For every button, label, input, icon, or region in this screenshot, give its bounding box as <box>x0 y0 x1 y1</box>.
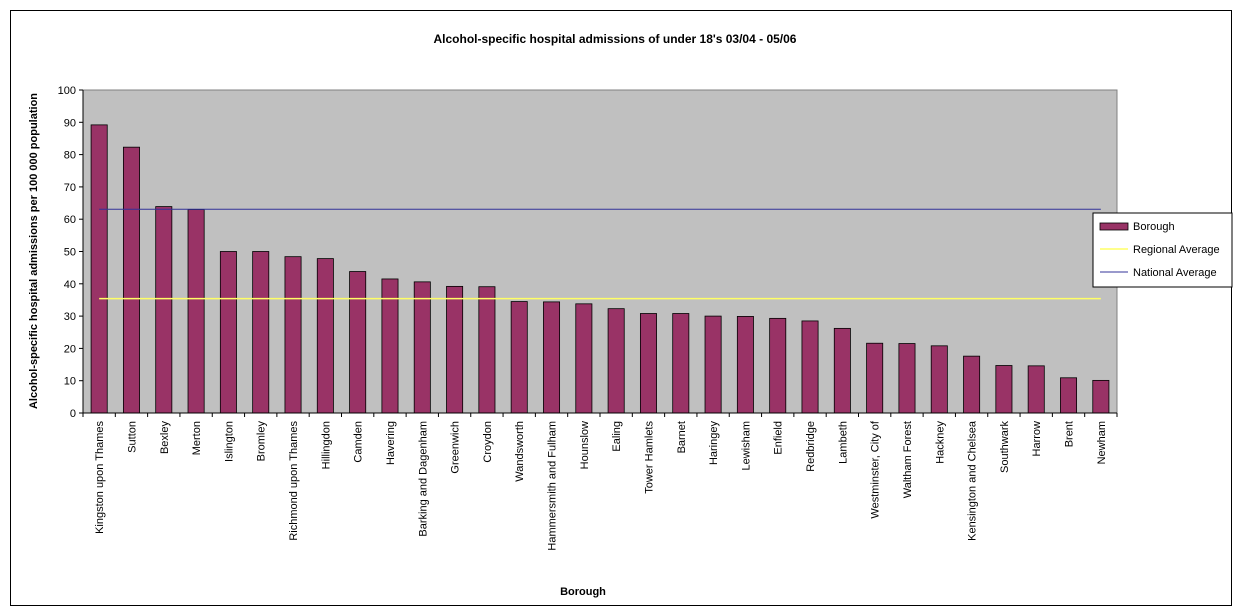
bar-bexley <box>155 206 173 414</box>
x-tick-label: Newham <box>1096 421 1108 464</box>
x-axis-label: Borough <box>560 586 606 598</box>
y-tick-label: 40 <box>64 279 76 291</box>
bar-redbridge <box>801 320 819 414</box>
x-tick-label: Enfield <box>773 421 785 455</box>
bar-richmond-upon-thames <box>284 256 302 414</box>
legend-swatch-borough <box>1099 222 1129 231</box>
bar-lewisham <box>736 316 754 414</box>
bar-tower-hamlets <box>639 313 657 414</box>
bar-haringey <box>704 315 722 414</box>
bar-southwark <box>995 365 1013 414</box>
x-tick-label: Westminster, City of <box>870 420 882 519</box>
x-tick-label: Hillingdon <box>320 421 332 469</box>
bar-lambeth <box>833 327 851 414</box>
bar-brent <box>1060 377 1078 414</box>
bar-enfield <box>769 317 787 414</box>
x-tick-label: Hammersmith and Fulham <box>547 421 559 551</box>
y-axis: 0 10 20 30 40 50 60 70 80 90 100 <box>58 85 84 420</box>
bar-hillingdon <box>316 258 334 414</box>
bar-hounslow <box>575 303 593 414</box>
plot-area <box>82 89 1118 414</box>
x-tick-label: Croydon <box>482 421 494 463</box>
y-tick-label: 10 <box>64 376 76 388</box>
y-tick-label: 30 <box>64 311 76 323</box>
y-tick-label: 20 <box>64 343 76 355</box>
x-tick-label: Southwark <box>999 421 1011 473</box>
x-tick-label: Camden <box>353 421 365 463</box>
legend-label-national-average: National Average <box>1133 267 1217 279</box>
x-tick-label: Greenwich <box>450 421 462 474</box>
chart-title: Alcohol-specific hospital admissions of … <box>434 32 797 46</box>
legend-label-borough: Borough <box>1133 221 1175 233</box>
x-tick-label: Kingston upon Thames <box>94 421 106 534</box>
legend: Borough Regional Average National Averag… <box>1092 212 1233 288</box>
x-tick-label: Hounslow <box>579 421 591 469</box>
y-tick-label: 100 <box>58 85 76 97</box>
x-tick-label: Kensington and Chelsea <box>967 420 979 541</box>
bar-wandsworth <box>510 301 528 414</box>
x-tick-label: Barnet <box>676 421 688 453</box>
bar-waltham-forest <box>898 343 916 414</box>
bar-camden <box>349 271 367 414</box>
x-tick-label: Tower Hamlets <box>643 421 655 494</box>
y-tick-label: 70 <box>64 182 76 194</box>
x-tick-label: Brent <box>1064 421 1076 447</box>
x-tick-label: Wandsworth <box>514 421 526 482</box>
x-tick-label: Bromley <box>256 421 268 462</box>
y-axis-label: Alcohol-specific hospital admissions per… <box>28 93 40 409</box>
y-tick-label: 50 <box>64 247 76 259</box>
y-tick-label: 90 <box>64 117 76 129</box>
bar-islington <box>219 251 237 414</box>
bar-hackney <box>930 345 948 414</box>
x-tick-label: Haringey <box>708 421 720 466</box>
y-tick-label: 80 <box>64 150 76 162</box>
x-tick-label: Ealing <box>611 421 623 452</box>
average-lines <box>99 208 1101 300</box>
x-tick-label: Bexley <box>159 421 171 455</box>
x-tick-label: Redbridge <box>805 421 817 472</box>
bar-merton <box>187 209 205 414</box>
x-tick-label: Harrow <box>1031 421 1043 457</box>
x-tick-label: Sutton <box>126 421 138 453</box>
bar-hammersmith-and-fulham <box>543 301 561 414</box>
bar-newham <box>1092 379 1110 414</box>
x-tick-label: Waltham Forest <box>902 421 914 498</box>
bar-harrow <box>1027 365 1045 414</box>
x-tick-label: Barking and Dagenham <box>417 421 429 537</box>
x-tick-label: Hackney <box>934 421 946 464</box>
x-tick-label: Havering <box>385 421 397 465</box>
bar-barking-and-dagenham <box>413 281 431 414</box>
chart-frame: Alcohol-specific hospital admissions of … <box>10 10 1233 606</box>
x-axis: Kingston upon Thames Sutton Bexley Merton Is… <box>82 412 1118 551</box>
bars-group <box>90 124 1110 414</box>
x-tick-label: Lewisham <box>740 421 752 471</box>
y-tick-label: 0 <box>70 408 76 420</box>
bar-sutton <box>122 146 140 414</box>
bar-westminster-city-of <box>866 342 884 414</box>
bar-kensington-and-chelsea <box>963 355 981 414</box>
bar-croydon <box>478 286 496 414</box>
bar-bromley <box>252 251 270 414</box>
y-tick-label: 60 <box>64 214 76 226</box>
x-tick-label: Richmond upon Thames <box>288 421 300 541</box>
bar-ealing <box>607 308 625 414</box>
bar-barnet <box>672 313 690 414</box>
bar-kingston-upon-thames <box>90 124 108 414</box>
x-tick-label: Merton <box>191 421 203 455</box>
x-tick-label: Lambeth <box>837 421 849 464</box>
legend-label-regional-average: Regional Average <box>1133 244 1220 256</box>
bar-greenwich <box>446 285 464 414</box>
chart: Alcohol-specific hospital admissions of … <box>28 32 1233 598</box>
x-tick-label: Islington <box>223 421 235 462</box>
